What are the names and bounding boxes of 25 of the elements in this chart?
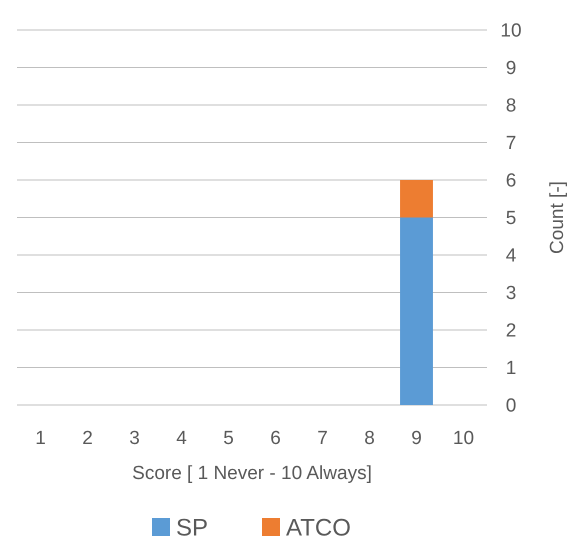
x-axis-title: Score [ 1 Never - 10 Always] [132,463,372,484]
y-axis-title: Count [-] [547,181,568,254]
y-tick-label: 6 [506,170,516,192]
x-tick-label: 8 [364,428,375,449]
x-tick-label: 4 [176,428,188,449]
y-tick-label: 0 [506,396,516,417]
y-tick-label: 5 [506,208,516,230]
x-tick-label: 2 [82,428,93,449]
x-tick-label: 10 [452,428,474,449]
x-tick-label: 5 [223,428,234,449]
legend-label: ATCO [286,514,351,542]
x-tick-label: 3 [129,428,140,449]
y-tick-label: 1 [506,358,516,380]
y-tick-label: 3 [506,283,516,304]
x-tick-label: 9 [411,428,422,449]
x-tick-label: 7 [317,428,328,449]
y-tick-label: 8 [506,96,516,117]
y-tick-label: 4 [506,246,517,267]
x-tick-label: 6 [270,428,281,449]
y-tick-label: 10 [500,20,522,42]
y-tick-label: 2 [506,320,516,342]
y-tick-label: 7 [506,133,516,154]
legend-label: SP [176,514,208,542]
y-tick-label: 9 [506,58,516,80]
x-tick-label: 1 [35,428,46,449]
